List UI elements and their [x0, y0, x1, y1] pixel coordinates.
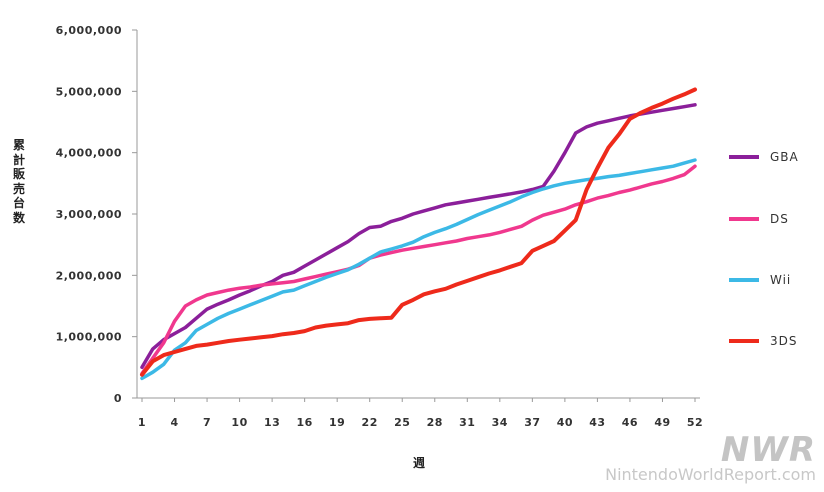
y-axis: 0 1,000,000 2,000,000 3,000,000 4,000,000 5,0…	[56, 24, 138, 405]
x-tick-label: 40	[557, 416, 573, 429]
y-tick-label: 1,000,000	[56, 331, 122, 344]
y-axis-title: 累計販売台数	[12, 138, 25, 225]
series-line-3ds	[140, 87, 697, 377]
watermark: NWR NintendoWorldReport.com	[605, 430, 816, 484]
x-axis-title: 週	[413, 455, 425, 470]
x-tick-label: 16	[296, 416, 312, 429]
y-tick-label: 2,000,000	[56, 269, 122, 282]
y-tick-label: 3,000,000	[56, 208, 122, 221]
y-tick-label: 5,000,000	[56, 85, 122, 98]
series-line-gba	[140, 103, 697, 370]
legend-label-3ds: 3DS	[770, 334, 798, 348]
x-tick-label: 31	[459, 416, 475, 429]
y-tick-label: 0	[114, 392, 122, 405]
legend-label-wii: Wii	[770, 273, 791, 287]
y-tick-label: 4,000,000	[56, 147, 122, 160]
legend-label-gba: GBA	[770, 150, 799, 164]
series-line-ds	[140, 164, 697, 376]
x-tick-label: 4	[170, 416, 178, 429]
x-tick-label: 10	[231, 416, 247, 429]
series-line-wii	[140, 158, 697, 381]
y-tick-label: 6,000,000	[56, 24, 122, 37]
x-tick-label: 1	[138, 416, 146, 429]
series-layer	[140, 87, 697, 381]
x-tick-label: 46	[622, 416, 638, 429]
x-tick-label: 25	[394, 416, 410, 429]
x-tick-label: 13	[264, 416, 280, 429]
watermark-logo: NWR	[720, 430, 816, 470]
x-tick-label: 22	[362, 416, 378, 429]
x-tick-label: 7	[203, 416, 211, 429]
legend-label-ds: DS	[770, 212, 789, 226]
x-tick-label: 34	[492, 416, 508, 429]
x-tick-label: 37	[524, 416, 540, 429]
x-tick-label: 28	[427, 416, 443, 429]
x-tick-label: 49	[654, 416, 670, 429]
x-tick-label: 43	[589, 416, 605, 429]
x-tick-label: 52	[687, 416, 703, 429]
legend: GBA DS Wii 3DS	[729, 150, 799, 348]
x-axis: 1 4 7 10 13 16 19 22 25 28 31 34 37 40 43 46 49 52	[137, 397, 703, 429]
x-tick-label: 19	[329, 416, 345, 429]
watermark-site: NintendoWorldReport.com	[605, 465, 816, 484]
